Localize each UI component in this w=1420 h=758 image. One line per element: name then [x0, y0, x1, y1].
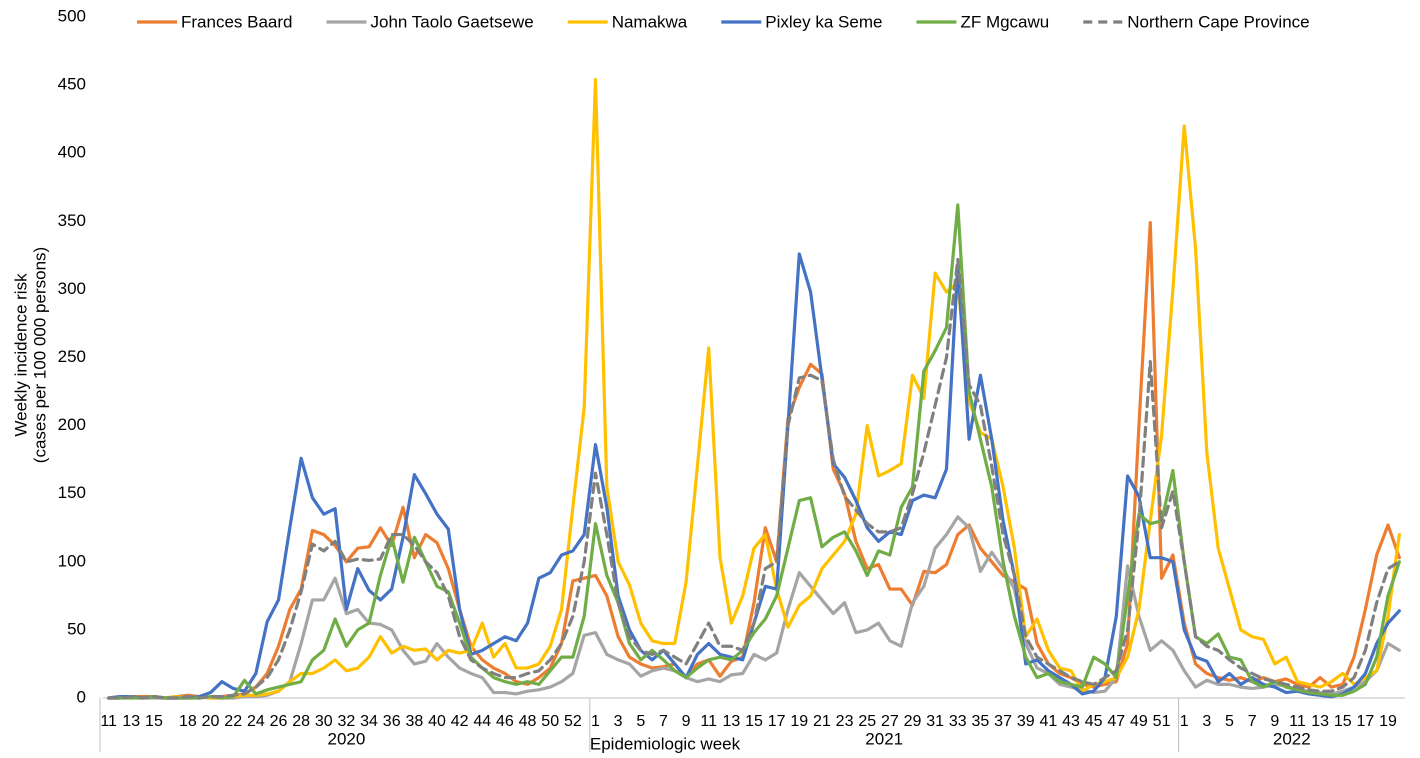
y-axis-title: Weekly incidence risk (cases per 100 000…: [11, 247, 49, 463]
x-tick-label: 20: [202, 713, 220, 730]
x-tick-label: 9: [682, 713, 691, 730]
y-axis-title-line: (cases per 100 000 persons): [30, 247, 49, 463]
x-group-label: 2022: [1273, 729, 1311, 748]
x-tick-label: 51: [1153, 713, 1171, 730]
x-tick-label: 25: [858, 713, 876, 730]
x-tick-label: 18: [179, 713, 197, 730]
x-tick-label: 47: [1107, 713, 1125, 730]
x-tick-label: 17: [1356, 713, 1374, 730]
x-tick-label: 33: [949, 713, 967, 730]
legend: Frances Baard John Taolo Gaetsewe Namakwa P…: [137, 12, 1310, 31]
y-tick-label: 500: [58, 6, 86, 25]
x-tick-label: 35: [972, 713, 990, 730]
y-tick-label: 200: [58, 415, 86, 434]
x-tick-label: 19: [790, 713, 808, 730]
x-tick-label: 31: [926, 713, 944, 730]
x-tick-label: 37: [994, 713, 1012, 730]
legend-item: Northern Cape Province: [1083, 12, 1310, 31]
x-group-label: 2021: [865, 729, 903, 748]
legend-item: John Taolo Gaetsewe: [326, 12, 534, 31]
x-tick-label: 32: [338, 713, 356, 730]
x-tick-label: 9: [1270, 713, 1279, 730]
x-tick-label: 13: [722, 713, 740, 730]
y-tick-label: 150: [58, 483, 86, 502]
x-tick-label: 23: [836, 713, 854, 730]
y-tick-label: 300: [58, 279, 86, 298]
x-tick-label: 13: [122, 713, 140, 730]
x-tick-label: 5: [1225, 713, 1234, 730]
y-tick-label: 0: [77, 687, 86, 706]
x-tick-label: 30: [315, 713, 333, 730]
x-tick-label: 36: [383, 713, 401, 730]
legend-label: Frances Baard: [181, 12, 293, 31]
x-tick-label: 21: [813, 713, 831, 730]
x-tick-label: 41: [1039, 713, 1057, 730]
x-tick-label: 26: [270, 713, 288, 730]
x-tick-label: 11: [100, 713, 117, 730]
legend-label: Namakwa: [612, 12, 688, 31]
x-tick-label: 38: [405, 713, 423, 730]
x-tick-label: 15: [145, 713, 163, 730]
x-tick-label: 15: [1334, 713, 1352, 730]
x-tick-label: 39: [1017, 713, 1035, 730]
y-tick-label: 100: [58, 551, 86, 570]
x-tick-label: 13: [1311, 713, 1329, 730]
x-tick-label: 45: [1085, 713, 1103, 730]
x-tick-label: 19: [1379, 713, 1397, 730]
legend-item: Frances Baard: [137, 12, 293, 31]
x-tick-label: 48: [519, 713, 537, 730]
y-tick-label: 250: [58, 347, 86, 366]
y-tick-label: 350: [58, 211, 86, 230]
legend-label: ZF Mgcawu: [960, 12, 1049, 31]
x-tick-label: 22: [224, 713, 242, 730]
y-tick-label: 400: [58, 143, 86, 162]
series-line: [107, 257, 1401, 700]
legend-item: Namakwa: [567, 12, 688, 31]
x-tick-label: 3: [1202, 713, 1211, 730]
legend-item: ZF Mgcawu: [916, 12, 1049, 31]
x-tick-label: 52: [564, 713, 582, 730]
x-tick-label: 34: [360, 713, 378, 730]
series-line: [107, 515, 1401, 700]
x-tick-label: 46: [496, 713, 514, 730]
legend-label: Northern Cape Province: [1127, 12, 1309, 31]
x-tick-label: 27: [881, 713, 899, 730]
x-tick-label: 29: [904, 713, 922, 730]
y-tick-label: 450: [58, 75, 86, 94]
series-line: [107, 78, 1401, 700]
x-tick-label: 17: [768, 713, 786, 730]
x-tick-label: 5: [636, 713, 645, 730]
x-tick-label: 49: [1130, 713, 1148, 730]
x-tick-label: 50: [541, 713, 559, 730]
x-tick-label: 44: [473, 713, 491, 730]
legend-label: Pixley ka Seme: [765, 12, 882, 31]
x-tick-label: 11: [1289, 713, 1306, 730]
x-tick-label: 3: [614, 713, 623, 730]
x-tick-label: 11: [700, 713, 717, 730]
x-tick-label: 24: [247, 713, 265, 730]
x-tick-label: 1: [591, 713, 600, 730]
x-tick-label: 43: [1062, 713, 1080, 730]
x-tick-label: 7: [1248, 713, 1257, 730]
x-tick-label: 42: [451, 713, 469, 730]
x-tick-label: 1: [1180, 713, 1189, 730]
legend-item: Pixley ka Seme: [721, 12, 882, 31]
x-group-label: 2020: [328, 729, 366, 748]
y-tick-label: 50: [67, 619, 86, 638]
y-axis-title-line: Weekly incidence risk: [11, 273, 30, 437]
x-tick-label: 40: [428, 713, 446, 730]
x-axis-title: Epidemiologic week: [590, 734, 741, 753]
x-tick-label: 7: [659, 713, 668, 730]
x-tick-label: 15: [745, 713, 763, 730]
x-tick-label: 28: [292, 713, 310, 730]
legend-label: John Taolo Gaetsewe: [371, 12, 534, 31]
